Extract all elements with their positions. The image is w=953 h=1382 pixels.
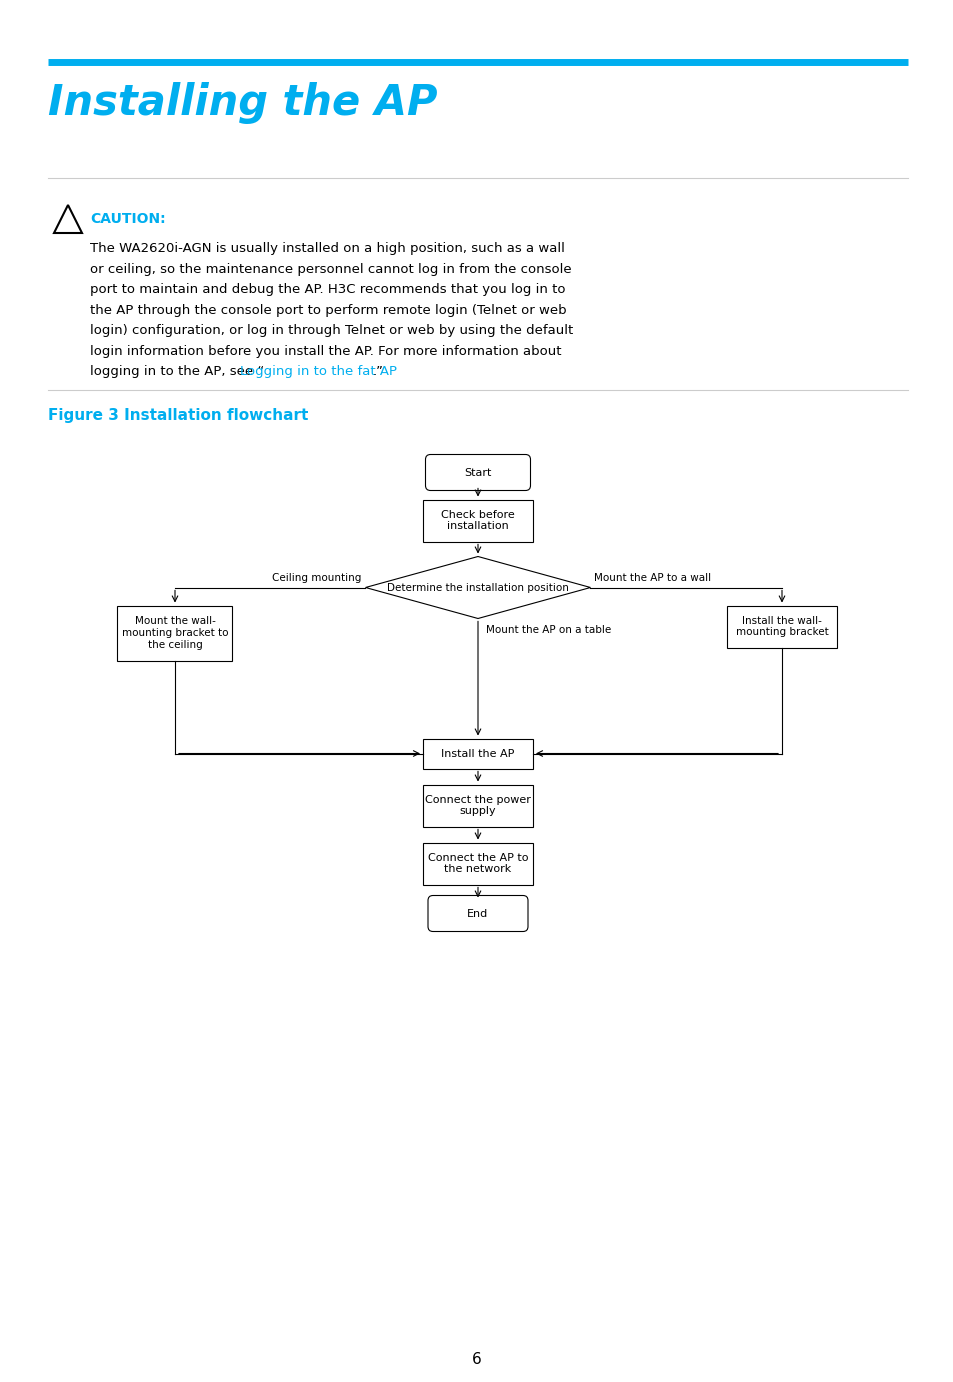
Polygon shape [365,557,590,619]
Text: Mount the AP on a table: Mount the AP on a table [485,625,611,634]
Text: port to maintain and debug the AP. H3C recommends that you log in to: port to maintain and debug the AP. H3C r… [90,283,565,296]
Text: Determine the installation position: Determine the installation position [387,582,568,593]
Text: Ceiling mounting: Ceiling mounting [272,572,361,582]
Text: End: End [467,908,488,919]
Text: or ceiling, so the maintenance personnel cannot log in from the console: or ceiling, so the maintenance personnel… [90,263,571,275]
Text: CAUTION:: CAUTION: [90,211,166,227]
Text: Mount the wall-
mounting bracket to
the ceiling: Mount the wall- mounting bracket to the … [122,616,228,650]
FancyBboxPatch shape [422,499,533,542]
Text: Start: Start [464,467,491,478]
Text: Logging in to the fat AP: Logging in to the fat AP [239,365,396,379]
Text: Connect the AP to
the network: Connect the AP to the network [427,853,528,875]
FancyBboxPatch shape [117,605,233,661]
FancyBboxPatch shape [422,738,533,768]
Text: Mount the AP to a wall: Mount the AP to a wall [594,572,711,582]
Text: Installing the AP: Installing the AP [48,82,437,124]
FancyBboxPatch shape [422,843,533,884]
Text: logging in to the AP, see “: logging in to the AP, see “ [90,365,264,379]
Text: 6: 6 [472,1353,481,1368]
FancyBboxPatch shape [726,605,836,648]
Text: Install the wall-
mounting bracket: Install the wall- mounting bracket [735,616,827,637]
Text: Connect the power
supply: Connect the power supply [425,795,531,817]
FancyBboxPatch shape [422,785,533,826]
Text: .”: .” [373,365,384,379]
Text: login information before you install the AP. For more information about: login information before you install the… [90,344,561,358]
Text: Figure 3 Installation flowchart: Figure 3 Installation flowchart [48,408,308,423]
Text: Install the AP: Install the AP [441,749,515,759]
Text: login) configuration, or log in through Telnet or web by using the default: login) configuration, or log in through … [90,323,573,337]
Text: the AP through the console port to perform remote login (Telnet or web: the AP through the console port to perfo… [90,304,566,316]
Text: Check before
installation: Check before installation [440,510,515,531]
FancyBboxPatch shape [425,455,530,491]
FancyBboxPatch shape [428,896,527,931]
Text: The WA2620i-AGN is usually installed on a high position, such as a wall: The WA2620i-AGN is usually installed on … [90,242,564,256]
